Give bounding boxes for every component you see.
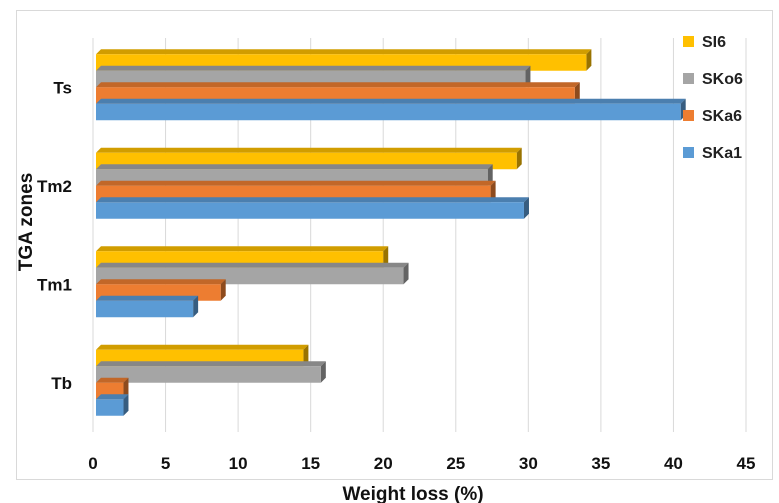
bar-side-face	[303, 344, 309, 367]
bar-side-face	[383, 246, 389, 268]
legend-swatch	[683, 147, 694, 158]
bar-top-face	[96, 65, 531, 71]
legend-label: SKa1	[702, 145, 742, 162]
bar-front-face	[96, 300, 194, 318]
bars	[96, 49, 686, 416]
bar-top-face	[96, 246, 389, 252]
x-tick-label: 10	[229, 454, 248, 473]
bar-side-face	[487, 164, 493, 186]
bar-top-face	[96, 164, 493, 170]
x-tick-label: 15	[301, 454, 320, 473]
legend-item-SKo6: SKo6	[683, 71, 743, 88]
category-label-Tb: Tb	[51, 374, 72, 393]
bar-top-face	[96, 49, 592, 55]
bar-side-face	[516, 147, 522, 170]
legend-item-SI6: SI6	[683, 34, 726, 51]
legend-swatch	[683, 36, 694, 47]
bar-top-face	[96, 361, 326, 367]
legend-swatch	[683, 110, 694, 121]
legend-item-SKa1: SKa1	[683, 145, 742, 162]
bar-top-face	[96, 262, 409, 268]
bar-top-face	[96, 82, 580, 88]
x-tick-label: 0	[88, 454, 97, 473]
category-label-Tm1: Tm1	[37, 275, 72, 294]
x-tick-labels: 0 5 10 15 20 25 30 35 40 45	[88, 454, 755, 473]
x-tick-label: 40	[664, 454, 683, 473]
bar-side-face	[123, 394, 129, 416]
legend-swatch	[683, 73, 694, 84]
bar-SKa1-Tb	[96, 394, 129, 416]
bar-side-face	[586, 49, 592, 71]
bar-front-face	[96, 103, 681, 121]
x-axis-title: Weight loss (%)	[342, 484, 483, 503]
x-tick-label: 5	[161, 454, 170, 473]
bar-top-face	[96, 295, 199, 301]
bar-side-face	[525, 65, 531, 88]
bar-side-face	[403, 262, 409, 285]
legend-label: SI6	[702, 34, 726, 51]
x-tick-label: 45	[737, 454, 756, 473]
category-label-Tm2: Tm2	[37, 177, 72, 196]
bar-side-face	[193, 295, 199, 318]
legend: SI6 SKo6 SKa6 SKa1	[683, 34, 743, 162]
bar-side-face	[490, 180, 496, 203]
bar-top-face	[96, 180, 496, 186]
bar-SKa1-Tm1	[96, 295, 199, 318]
category-label-Ts: Ts	[53, 78, 72, 97]
category-labels: Ts Tm2 Tm1 Tb	[37, 78, 72, 393]
legend-item-SKa6: SKa6	[683, 108, 742, 125]
bar-side-face	[523, 197, 529, 219]
bar-side-face	[220, 279, 226, 301]
bar-top-face	[96, 279, 226, 285]
x-tick-label: 35	[591, 454, 610, 473]
bar-top-face	[96, 344, 309, 350]
bar-top-face	[96, 394, 129, 400]
x-tick-label: 20	[374, 454, 393, 473]
legend-label: SKa6	[702, 108, 742, 125]
y-axis-title: TGA zones	[16, 173, 37, 272]
bar-front-face	[96, 366, 321, 383]
bar-front-face	[96, 399, 124, 416]
bar-SKo6-Tb	[96, 361, 326, 383]
bar-top-face	[96, 377, 129, 383]
x-tick-label: 25	[446, 454, 465, 473]
legend-label: SKo6	[702, 71, 743, 88]
bar-top-face	[96, 197, 529, 203]
bar-side-face	[574, 82, 580, 104]
bar-side-face	[123, 377, 129, 400]
bar-SKa1-Ts	[96, 98, 686, 121]
bar-front-face	[96, 202, 524, 219]
x-tick-label: 30	[519, 454, 538, 473]
bar-top-face	[96, 98, 686, 104]
bar-SKa1-Tm2	[96, 197, 529, 219]
bar-top-face	[96, 147, 522, 153]
bar-side-face	[320, 361, 326, 383]
